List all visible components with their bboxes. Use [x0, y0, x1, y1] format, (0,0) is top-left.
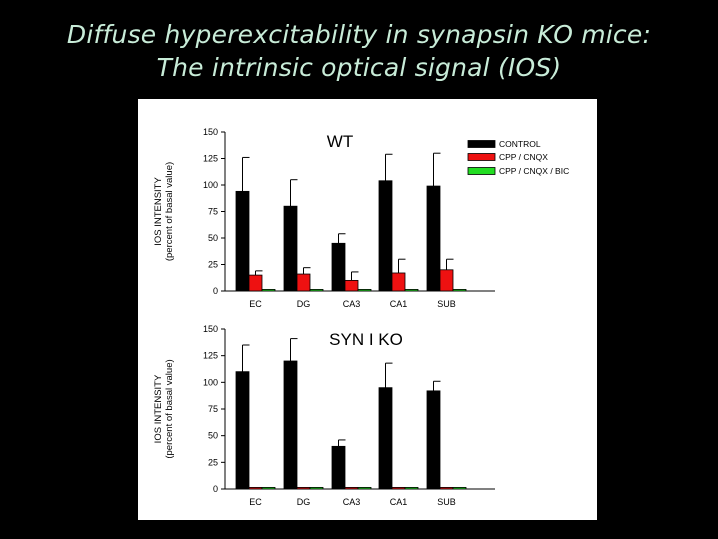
bar-wt-ec-s1: [248, 274, 263, 292]
bar-wt-dg-s2: [309, 289, 324, 292]
bar-ko-sub-s2: [452, 486, 467, 490]
bar-wt-ca3-s0: [331, 242, 346, 292]
bar-wt-ca3-s1: [344, 279, 359, 292]
bar-ko-ca3-s2: [357, 486, 372, 490]
bar-wt-ec-s0: [235, 190, 250, 292]
y-axis-title-ko: IOS INTENSITY: [153, 374, 164, 443]
bar-ko-dg-s2: [309, 486, 324, 490]
legend-swatch-s2: [467, 167, 496, 175]
slide-title-line-2: The intrinsic optical signal (IOS): [156, 53, 562, 82]
figure-panel: 0 25 50 75 100 125 150 IOS INTENSITY (percent of…: [138, 99, 597, 520]
x-tick-label-wt: DG: [297, 299, 311, 309]
bar-ko-ca1-s0: [378, 387, 393, 490]
bar-ko-sub-s1: [439, 486, 454, 490]
y-tick-label-wt: 50: [208, 233, 218, 243]
bar-wt-dg-s0: [283, 205, 298, 292]
slide-title-line-1: Diffuse hyperexcitability in synapsin KO…: [66, 20, 652, 49]
y-tick-label-ko: 25: [208, 457, 218, 467]
bar-ko-ca3-s1: [344, 486, 359, 490]
x-tick-label-ko: SUB: [437, 497, 456, 507]
legend-swatch-s1: [467, 153, 496, 161]
bar-wt-ca1-s0: [378, 180, 393, 292]
y-tick-label-ko: 50: [208, 431, 218, 441]
y-tick-label-ko: 75: [208, 404, 218, 414]
chart-title-wt: WT: [327, 132, 353, 151]
legend-label-s2: CPP / CNQX / BIC: [499, 166, 569, 176]
bar-wt-ec-s2: [261, 289, 276, 292]
x-tick-label-ko: DG: [297, 497, 311, 507]
bar-wt-sub-s2: [452, 289, 467, 292]
y-tick-label-wt: 25: [208, 260, 218, 270]
y-axis-title-wt: IOS INTENSITY: [153, 177, 164, 246]
y-tick-label-ko: 150: [203, 324, 218, 334]
x-tick-label-ko: CA1: [390, 497, 408, 507]
x-tick-label-ko: EC: [249, 497, 262, 507]
y-tick-label-ko: 0: [213, 484, 218, 494]
bar-ko-ca1-s2: [404, 486, 419, 490]
bar-ko-ca3-s0: [331, 445, 346, 490]
bar-wt-ca1-s1: [391, 272, 406, 292]
y-axis-title-ko: (percent of basal value): [164, 359, 175, 458]
y-tick-label-wt: 75: [208, 207, 218, 217]
legend-swatch-s0: [467, 140, 496, 148]
bar-ko-ec-s0: [235, 371, 250, 490]
bar-ko-sub-s0: [426, 390, 441, 490]
y-tick-label-wt: 150: [203, 127, 218, 137]
bar-ko-ec-s1: [248, 486, 263, 490]
x-tick-label-wt: EC: [249, 299, 262, 309]
legend-label-s0: CONTROL: [499, 139, 541, 149]
bar-wt-dg-s1: [296, 273, 311, 292]
y-tick-label-ko: 100: [203, 377, 218, 387]
x-tick-label-wt: CA1: [390, 299, 408, 309]
y-tick-label-wt: 0: [213, 286, 218, 296]
bar-ko-ca1-s1: [391, 486, 406, 490]
legend-label-s1: CPP / CNQX: [499, 152, 548, 162]
y-axis-title-wt: (percent of basal value): [164, 162, 175, 261]
chart-title-ko: SYN I KO: [329, 330, 403, 349]
bar-ko-dg-s0: [283, 360, 298, 490]
y-tick-label-wt: 125: [203, 154, 218, 164]
x-tick-label-wt: CA3: [343, 299, 361, 309]
bar-wt-sub-s1: [439, 269, 454, 292]
bar-wt-ca3-s2: [357, 289, 372, 292]
bar-wt-sub-s0: [426, 185, 441, 292]
bar-ko-ec-s2: [261, 486, 276, 490]
x-tick-label-wt: SUB: [437, 299, 456, 309]
bar-wt-ca1-s2: [404, 289, 419, 292]
y-tick-label-wt: 100: [203, 180, 218, 190]
x-tick-label-ko: CA3: [343, 497, 361, 507]
y-tick-label-ko: 125: [203, 351, 218, 361]
bar-ko-dg-s1: [296, 486, 311, 490]
